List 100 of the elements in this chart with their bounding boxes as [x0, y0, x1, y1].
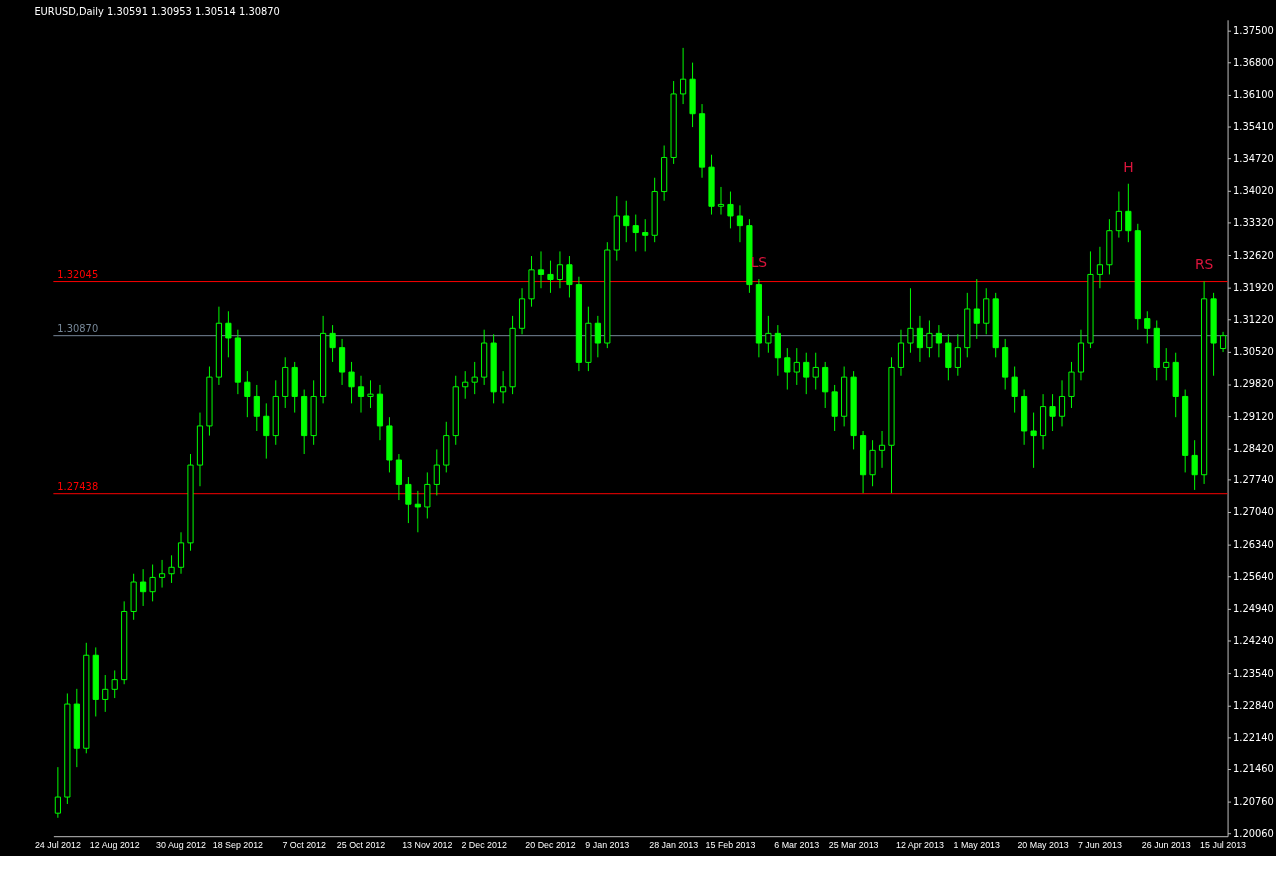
y-tick-label: 1.27040 — [1233, 506, 1274, 518]
y-tick-label: 1.22840 — [1233, 699, 1274, 711]
x-tick-label: 6 Mar 2013 — [774, 839, 820, 850]
candlestick — [784, 347, 791, 391]
ref-line-label: 1.32045 — [57, 268, 99, 280]
candlestick — [1219, 331, 1227, 353]
candlestick — [54, 766, 61, 819]
annotation: H — [1123, 158, 1134, 175]
y-tick-label: 1.31920 — [1233, 281, 1274, 293]
candlestick — [537, 250, 545, 289]
y-tick-label: 1.24940 — [1233, 603, 1274, 615]
x-tick-label: 25 Mar 2013 — [828, 839, 879, 850]
candlestick — [140, 568, 147, 607]
x-tick-label: 9 Jan 2013 — [585, 839, 630, 850]
candlestick — [680, 47, 687, 105]
x-tick-label: 25 Oct 2012 — [336, 839, 386, 850]
candlestick — [926, 319, 933, 358]
y-tick-label: 1.29120 — [1233, 410, 1274, 422]
candlestick — [1163, 347, 1170, 381]
candlestick — [973, 278, 980, 340]
candlestick — [367, 379, 374, 409]
y-tick-label: 1.20060 — [1233, 827, 1274, 839]
candlestick — [1125, 183, 1132, 243]
candlestick — [566, 255, 573, 298]
candlestick — [405, 476, 412, 524]
candlestick — [1144, 310, 1151, 344]
candlestick — [357, 375, 365, 414]
candlestick — [1115, 191, 1122, 239]
y-tick-label: 1.25640 — [1233, 570, 1274, 582]
candlestick — [168, 554, 175, 584]
candlestick — [1191, 439, 1198, 491]
y-tick-label: 1.34720 — [1233, 152, 1274, 164]
candlestick — [471, 361, 478, 395]
y-tick-label: 1.26340 — [1233, 538, 1274, 550]
candlestick — [1049, 393, 1056, 432]
candlestick — [158, 559, 166, 589]
y-tick-label: 1.30520 — [1233, 346, 1274, 358]
candlestick — [556, 250, 564, 289]
annotation: RS — [1194, 256, 1214, 273]
candlestick — [1058, 379, 1066, 427]
candlestick — [424, 471, 431, 519]
candlestick — [916, 315, 924, 363]
x-tick-label: 20 Dec 2012 — [525, 839, 576, 850]
candlestick — [727, 191, 734, 229]
x-tick-label: 18 Sep 2012 — [212, 839, 264, 850]
x-tick-label: 30 Aug 2012 — [156, 839, 207, 850]
y-tick-label: 1.33320 — [1233, 217, 1274, 229]
candlestick — [244, 370, 251, 418]
candlestick — [149, 564, 156, 602]
x-tick-label: 13 Nov 2012 — [402, 839, 453, 850]
candlestick — [253, 384, 260, 432]
candlestick — [1011, 366, 1018, 414]
ref-line-label: 1.27438 — [57, 480, 99, 492]
candlestick — [632, 214, 639, 252]
candlestick — [225, 310, 232, 358]
candlestick — [263, 402, 270, 460]
candlestick — [907, 287, 914, 354]
y-tick-label: 1.31220 — [1233, 314, 1274, 326]
chart-title: EURUSD,Daily 1.30591 1.30953 1.30514 1.30870 — [34, 5, 280, 17]
x-tick-label: 20 May 2013 — [1017, 839, 1069, 850]
x-tick-label: 7 Jun 2013 — [1077, 839, 1122, 850]
candlestick — [1030, 412, 1037, 469]
y-tick-label: 1.27740 — [1233, 474, 1274, 486]
candlestick — [414, 490, 421, 533]
candlestick — [642, 218, 649, 252]
y-tick-label: 1.29820 — [1233, 378, 1274, 390]
y-tick-label: 1.21460 — [1233, 763, 1274, 775]
y-tick-label: 1.32620 — [1233, 249, 1274, 261]
candlestick — [500, 370, 507, 404]
y-tick-label: 1.28420 — [1233, 442, 1274, 454]
candlestick — [329, 324, 336, 363]
candlestick — [803, 352, 810, 395]
candlestick — [623, 200, 630, 243]
candlestick — [348, 361, 355, 404]
candlestick — [547, 260, 554, 294]
y-tick-label: 1.37500 — [1233, 24, 1274, 36]
candlestick — [594, 315, 601, 358]
x-tick-label: 1 May 2013 — [953, 839, 1001, 850]
y-tick-label: 1.35410 — [1233, 121, 1274, 133]
x-tick-label: 28 Jan 2013 — [649, 839, 699, 850]
x-tick-label: 15 Feb 2013 — [705, 839, 756, 850]
y-tick-label: 1.22140 — [1233, 732, 1274, 744]
x-tick-label: 26 Jun 2013 — [1141, 839, 1191, 850]
x-tick-label: 12 Aug 2012 — [89, 839, 140, 850]
candlestick — [765, 315, 772, 354]
y-tick-label: 1.23540 — [1233, 667, 1274, 679]
candlestick — [717, 186, 725, 216]
ref-line-label: 1.30870 — [57, 322, 99, 334]
candlestick — [1096, 246, 1104, 289]
x-tick-label: 12 Apr 2013 — [895, 839, 944, 850]
candlestick — [812, 352, 819, 391]
candlestick — [433, 448, 440, 496]
candlestick — [935, 324, 942, 358]
y-tick-label: 1.20760 — [1233, 795, 1274, 807]
y-tick-label: 1.24240 — [1233, 635, 1274, 647]
y-tick-label: 1.36100 — [1233, 89, 1274, 101]
candlestick — [793, 347, 800, 386]
y-tick-label: 1.36800 — [1233, 57, 1274, 69]
x-tick-label: 2 Dec 2012 — [461, 839, 507, 850]
x-tick-label: 15 Jul 2013 — [1200, 839, 1247, 850]
